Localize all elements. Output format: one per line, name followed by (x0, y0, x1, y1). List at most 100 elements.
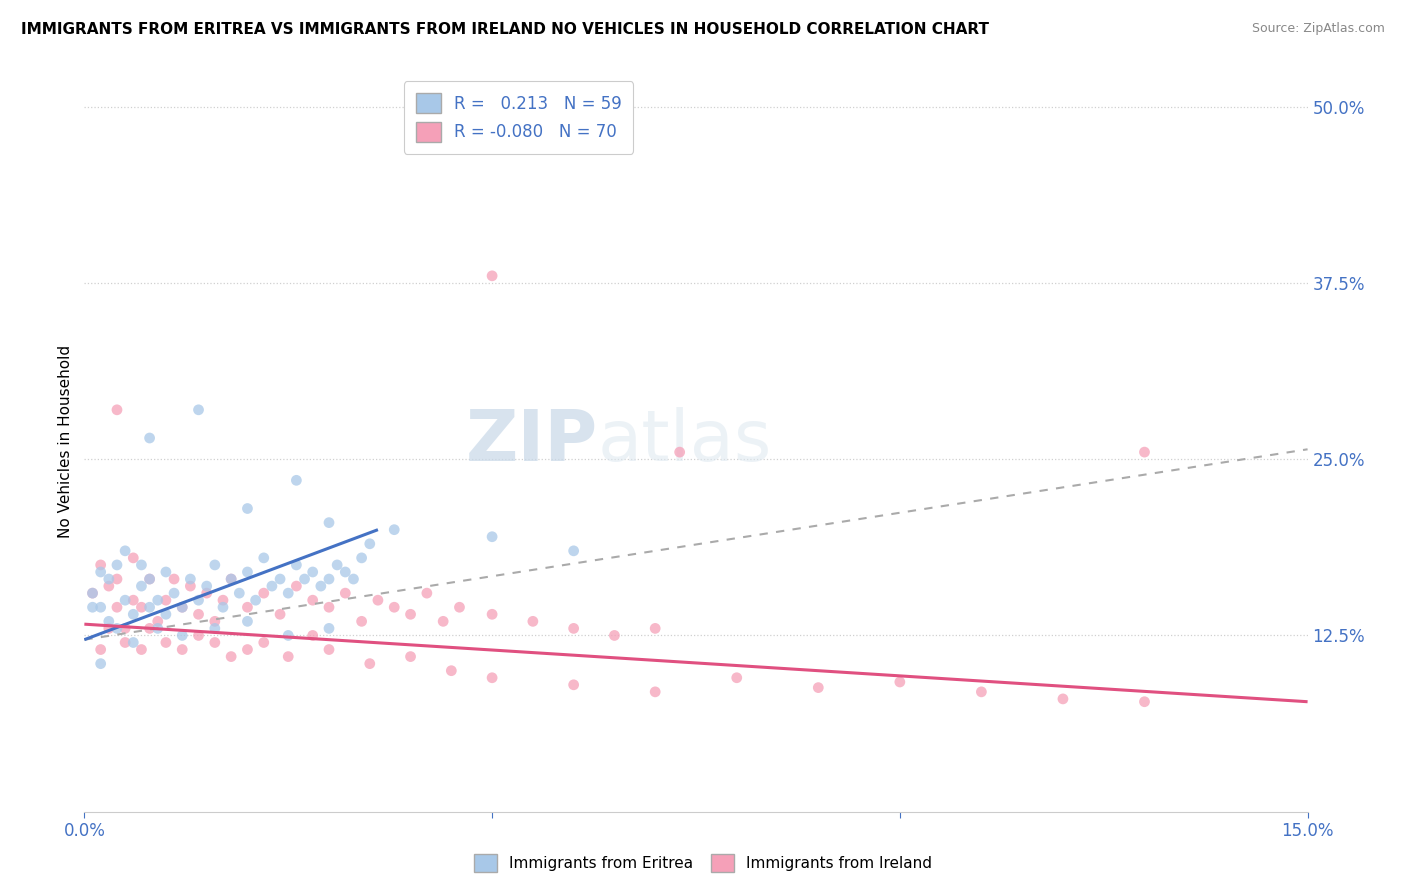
Legend: R =   0.213   N = 59, R = -0.080   N = 70: R = 0.213 N = 59, R = -0.080 N = 70 (404, 81, 633, 153)
Point (253, 586, 276, 600)
Point (644, 685, 666, 699)
Point (236, 501, 259, 516)
Point (725, 671, 748, 685)
Point (269, 572, 291, 586)
Point (359, 537, 381, 551)
Point (236, 615, 259, 629)
Y-axis label: No Vehicles in Household: No Vehicles in Household (58, 345, 73, 538)
Point (90, 657, 112, 671)
Point (155, 635, 177, 649)
Point (285, 473, 308, 487)
Point (90, 565, 112, 579)
Point (219, 572, 242, 586)
Point (301, 628, 323, 642)
Point (253, 635, 276, 649)
Point (82, 586, 104, 600)
Point (212, 600, 235, 615)
Point (335, 565, 357, 579)
Point (318, 600, 340, 615)
Point (172, 600, 194, 615)
Point (131, 600, 153, 615)
Point (603, 628, 626, 642)
Text: IMMIGRANTS FROM ERITREA VS IMMIGRANTS FROM IRELAND NO VEHICLES IN HOUSEHOLD CORR: IMMIGRANTS FROM ERITREA VS IMMIGRANTS FR… (21, 22, 988, 37)
Point (449, 600, 471, 615)
Point (350, 615, 373, 629)
Point (179, 579, 201, 593)
Point (1133, 445, 1156, 459)
Point (122, 593, 145, 607)
Point (294, 572, 316, 586)
Point (562, 678, 585, 692)
Point (219, 572, 242, 586)
Point (236, 642, 259, 657)
Point (122, 607, 145, 622)
Point (970, 685, 993, 699)
Text: ZIP: ZIP (465, 407, 598, 476)
Point (318, 621, 340, 635)
Point (131, 579, 153, 593)
Point (187, 593, 209, 607)
Point (105, 600, 128, 615)
Point (219, 649, 242, 664)
Point (382, 523, 405, 537)
Point (212, 593, 235, 607)
Point (432, 615, 454, 629)
Point (138, 572, 160, 586)
Point (131, 642, 153, 657)
Point (114, 635, 136, 649)
Point (146, 621, 169, 635)
Point (260, 579, 283, 593)
Point (285, 579, 308, 593)
Point (481, 607, 503, 622)
Point (172, 642, 194, 657)
Point (481, 268, 503, 283)
Point (114, 544, 136, 558)
Point (204, 635, 226, 649)
Point (195, 579, 218, 593)
Point (105, 402, 128, 417)
Point (367, 593, 389, 607)
Point (335, 586, 357, 600)
Point (163, 586, 186, 600)
Point (562, 544, 585, 558)
Point (90, 600, 112, 615)
Text: Source: ZipAtlas.com: Source: ZipAtlas.com (1251, 22, 1385, 36)
Point (228, 586, 250, 600)
Point (342, 572, 364, 586)
Point (807, 681, 830, 695)
Point (481, 671, 503, 685)
Point (318, 572, 340, 586)
Point (269, 607, 291, 622)
Point (155, 593, 177, 607)
Point (399, 649, 422, 664)
Point (172, 600, 194, 615)
Point (382, 600, 405, 615)
Point (318, 642, 340, 657)
Point (236, 565, 259, 579)
Point (668, 445, 690, 459)
Point (82, 586, 104, 600)
Point (138, 431, 160, 445)
Point (285, 558, 308, 572)
Point (138, 572, 160, 586)
Point (82, 600, 104, 615)
Point (187, 402, 209, 417)
Point (172, 628, 194, 642)
Point (522, 615, 544, 629)
Point (277, 628, 299, 642)
Point (301, 593, 323, 607)
Point (138, 600, 160, 615)
Point (301, 565, 323, 579)
Point (155, 607, 177, 622)
Point (105, 558, 128, 572)
Point (253, 550, 276, 565)
Point (204, 621, 226, 635)
Point (105, 572, 128, 586)
Point (359, 657, 381, 671)
Point (97, 579, 120, 593)
Point (277, 586, 299, 600)
Point (1052, 692, 1074, 706)
Point (644, 621, 666, 635)
Point (146, 615, 169, 629)
Point (440, 664, 463, 678)
